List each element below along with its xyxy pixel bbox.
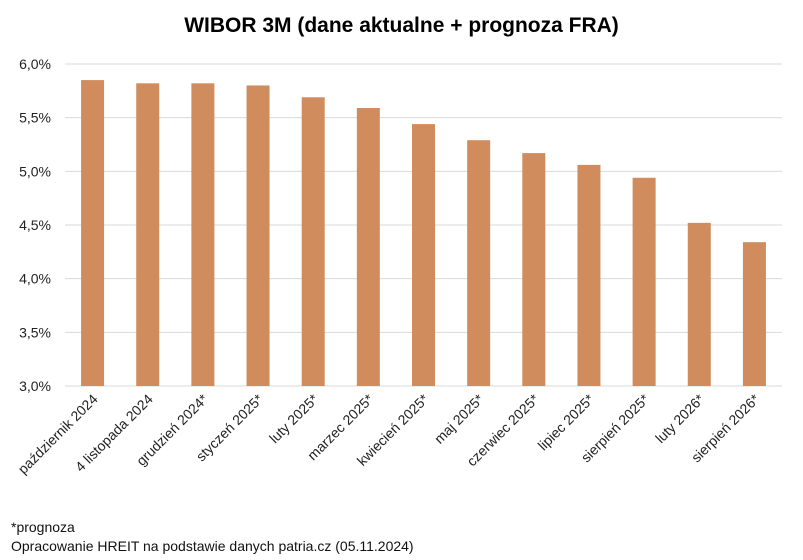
bar xyxy=(301,97,325,387)
x-tick-label: luty 2026* xyxy=(652,390,708,446)
x-tick-label: luty 2025* xyxy=(266,390,322,446)
y-tick-label: 5,5% xyxy=(19,110,51,126)
bar xyxy=(246,85,270,386)
y-tick-label: 3,0% xyxy=(19,378,51,394)
bar xyxy=(191,83,215,386)
chart-title: WIBOR 3M (dane aktualne + prognoza FRA) xyxy=(184,14,619,37)
y-tick-label: 5,0% xyxy=(19,163,51,179)
bar xyxy=(742,242,766,386)
bar xyxy=(412,124,435,387)
y-axis-ticks: 3,0% 3,5% 4,0% 4,5% 5,0% 5,5% 6,0% xyxy=(19,56,51,394)
bar xyxy=(136,83,160,386)
forecast-footnote: *prognoza xyxy=(11,519,75,535)
y-tick-label: 4,0% xyxy=(19,271,51,287)
bar xyxy=(356,108,380,387)
bar xyxy=(467,140,491,386)
source-footnote: Opracowanie HREIT na podstawie danych pa… xyxy=(11,538,414,554)
bar xyxy=(522,153,546,386)
bar xyxy=(632,177,656,386)
bar xyxy=(81,80,105,386)
y-tick-label: 3,5% xyxy=(19,324,51,340)
bar xyxy=(687,222,711,386)
x-tick-label: maj 2025* xyxy=(431,390,487,446)
y-tick-label: 4,5% xyxy=(19,217,51,233)
y-tick-label: 6,0% xyxy=(19,56,51,72)
bars xyxy=(81,80,766,387)
bar xyxy=(577,164,601,386)
